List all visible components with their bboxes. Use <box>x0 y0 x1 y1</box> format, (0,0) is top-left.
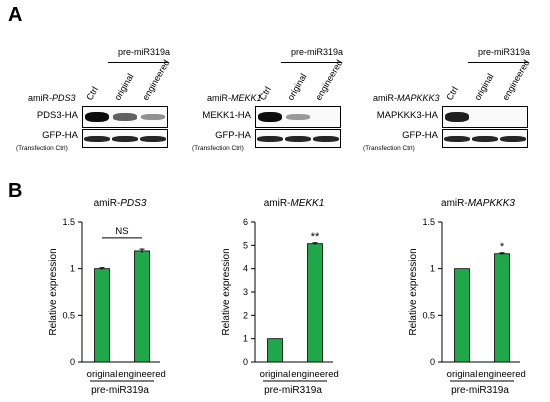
x-axis-label: pre-miR319a <box>91 385 149 396</box>
control-band <box>500 135 526 142</box>
amir-prefix: amiR- <box>28 93 52 103</box>
y-tick-label: 1.5 <box>422 217 435 227</box>
target-blot <box>255 106 341 128</box>
y-tick-label: 5 <box>243 240 248 250</box>
amir-gene: PDS3 <box>52 93 76 103</box>
significance-label: * <box>500 241 505 253</box>
chart-title-prefix: amiR- <box>94 198 121 209</box>
bar <box>494 253 510 363</box>
target-label: MAPKKK3-HA <box>376 110 438 121</box>
pre-mir-label: pre-miR319a <box>118 47 171 57</box>
control-label: GFP-HA <box>215 130 251 141</box>
pre-mir-line <box>108 62 168 63</box>
amir-label: amiR-PDS3 <box>28 93 76 103</box>
y-tick-label: 1 <box>243 334 248 344</box>
control-band <box>444 135 470 142</box>
x-tick-label: original <box>447 369 478 380</box>
y-tick-label: 4 <box>243 264 248 274</box>
control-band <box>84 135 110 142</box>
y-tick-label: 2 <box>243 310 248 320</box>
chart-title-gene: MEKK1 <box>290 198 324 209</box>
control-band <box>472 135 498 142</box>
panel-b-label: B <box>8 180 23 202</box>
chart-title: amiR-MAPKKK3 <box>441 198 515 209</box>
y-axis-label: Relative expression <box>48 248 59 335</box>
target-blot <box>442 106 528 128</box>
control-label: GFP-HA <box>402 130 438 141</box>
x-tick-label: original <box>87 369 118 380</box>
significance-label: ** <box>311 231 320 243</box>
control-band <box>313 135 339 142</box>
y-tick-label: 1 <box>70 264 75 274</box>
chart-title: amiR-MEKK1 <box>264 198 325 209</box>
control-sublabel: (Transfection Ctrl) <box>192 145 244 152</box>
target-band <box>85 112 109 122</box>
control-band <box>140 135 166 142</box>
target-blot <box>82 106 168 128</box>
bar <box>94 268 110 363</box>
chart-title-gene: MAPKKK3 <box>468 198 516 209</box>
pre-mir-label: pre-miR319a <box>478 47 531 57</box>
amir-prefix: amiR- <box>207 93 231 103</box>
amir-gene: MAPKKK3 <box>397 93 440 103</box>
chart-title: amiR-PDS3 <box>94 198 147 209</box>
x-axis-label: pre-miR319a <box>451 385 509 396</box>
pre-mir-label: pre-miR319a <box>291 47 344 57</box>
control-band <box>257 135 283 142</box>
y-tick-label: 1.5 <box>62 217 75 227</box>
bar <box>267 338 283 363</box>
control-blot <box>442 129 528 148</box>
amir-prefix: amiR- <box>373 93 397 103</box>
significance-label: NS <box>115 226 128 237</box>
y-tick-label: 1 <box>430 264 435 274</box>
target-band <box>445 112 469 122</box>
chart-title-prefix: amiR- <box>264 198 291 209</box>
bar <box>134 250 150 363</box>
x-tick-label: original <box>260 369 291 380</box>
control-band <box>112 135 138 142</box>
control-blot <box>82 129 168 148</box>
chart-title-gene: PDS3 <box>120 198 147 209</box>
control-band <box>285 135 311 142</box>
x-tick-label: engineered <box>118 369 166 380</box>
y-tick-label: 3 <box>243 287 248 297</box>
y-tick-label: 0 <box>243 357 248 367</box>
control-sublabel: (Transfection Ctrl) <box>16 145 68 152</box>
bar <box>307 243 323 363</box>
target-band <box>141 114 165 120</box>
amir-label: amiR-MEKK1 <box>207 93 262 103</box>
x-axis-label: pre-miR319a <box>264 385 322 396</box>
y-axis-label: Relative expression <box>408 248 419 335</box>
y-tick-label: 0.5 <box>422 310 435 320</box>
target-band <box>286 114 310 120</box>
x-tick-label: engineered <box>478 369 526 380</box>
bar <box>454 268 470 363</box>
control-sublabel: (Transfection Ctrl) <box>363 145 415 152</box>
target-band <box>258 112 282 122</box>
y-tick-label: 0.5 <box>62 310 75 320</box>
amir-gene: MEKK1 <box>231 93 262 103</box>
amir-label: amiR-MAPKKK3 <box>373 93 440 103</box>
y-axis-label: Relative expression <box>221 248 232 335</box>
y-tick-label: 6 <box>243 217 248 227</box>
target-label: PDS3-HA <box>36 110 78 121</box>
chart-title-prefix: amiR- <box>441 198 468 209</box>
pre-mir-line <box>468 62 528 63</box>
control-blot <box>255 129 341 148</box>
control-label: GFP-HA <box>42 130 78 141</box>
y-tick-label: 0 <box>430 357 435 367</box>
panel-a-label: A <box>8 4 23 26</box>
target-label: MEKK1-HA <box>202 110 251 121</box>
target-band <box>113 113 137 121</box>
x-tick-label: engineered <box>291 369 339 380</box>
pre-mir-line <box>281 62 341 63</box>
y-tick-label: 0 <box>70 357 75 367</box>
